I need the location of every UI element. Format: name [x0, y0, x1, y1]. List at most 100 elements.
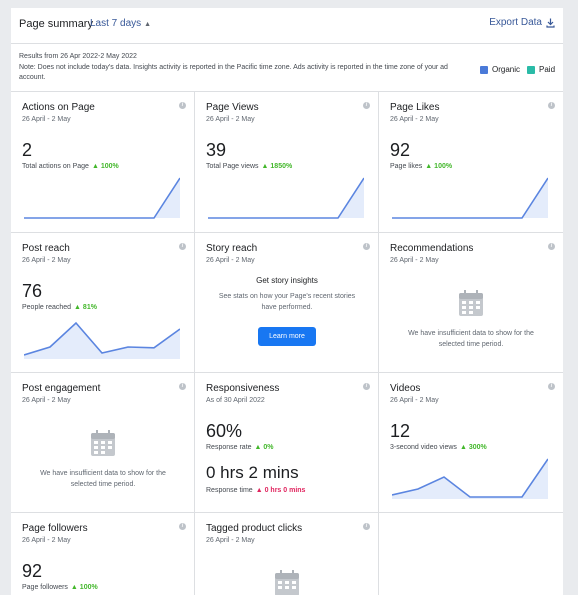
card-subtitle: People reached ▲︎ 81% — [22, 304, 97, 311]
info-icon[interactable]: i — [179, 243, 186, 250]
change-up-indicator: ▲︎ 81% — [74, 304, 97, 311]
card-responsiveness[interactable]: Responsiveness i As of 30 April 2022 60%… — [195, 373, 379, 513]
info-icon[interactable]: i — [179, 102, 186, 109]
info-icon[interactable]: i — [179, 523, 186, 530]
card-title: Post reach — [22, 243, 70, 254]
sparkline-line — [392, 177, 548, 219]
card-value: 12 — [390, 421, 411, 441]
sub-label: Page followers — [22, 584, 68, 591]
response-rate-subtitle: Response rate ▲︎ 0% — [206, 444, 274, 451]
change-value: 0% — [263, 444, 274, 451]
card-subtitle: 3-second video views ▲︎ 300% — [390, 444, 487, 451]
export-data-label: Export Data — [489, 17, 542, 28]
card-title: Page followers — [22, 523, 88, 534]
card-date: 26 April - 2 May — [390, 397, 439, 404]
change-up-indicator: ▲︎ 0 hrs 0 mins — [255, 487, 306, 494]
info-icon[interactable]: i — [363, 243, 370, 250]
info-icon[interactable]: i — [548, 243, 555, 250]
card-page-views[interactable]: Page Views i 26 April - 2 May 39 Total P… — [195, 92, 379, 233]
card-title: Page Likes — [390, 102, 440, 113]
sub-label: 3-second video views — [390, 444, 457, 451]
change-up-indicator: ▲︎ 100% — [70, 584, 98, 591]
sub-label: People reached — [22, 304, 72, 311]
legend-organic-label: Organic — [492, 65, 521, 74]
sparkline-area — [24, 323, 180, 359]
info-icon[interactable]: i — [363, 102, 370, 109]
card-post-reach[interactable]: Post reach i 26 April - 2 May 76 People … — [11, 233, 195, 373]
card-subtitle: Total actions on Page ▲︎ 100% — [22, 163, 119, 170]
card-post-engagement[interactable]: Post engagement i 26 April - 2 May We ha… — [11, 373, 195, 513]
date-range-dropdown[interactable]: Last 7 days ▲︎ — [90, 18, 151, 29]
sparkline-area — [208, 178, 364, 218]
export-data-button[interactable]: Export Data — [489, 17, 555, 28]
calendar-icon — [275, 570, 299, 595]
card-date: 26 April - 2 May — [390, 116, 439, 123]
sub-label: Response time — [206, 487, 253, 494]
card-subtitle: Total Page views ▲︎ 1850% — [206, 163, 292, 170]
calendar-icon — [91, 430, 115, 456]
card-date: 26 April - 2 May — [22, 257, 71, 264]
sparkline-area — [392, 459, 548, 499]
info-icon[interactable]: i — [179, 383, 186, 390]
card-value: 39 — [206, 140, 227, 160]
change-value: 81% — [82, 304, 97, 311]
sparkline-chart — [24, 321, 180, 359]
change-value: 100% — [79, 584, 98, 591]
date-range-label: Last 7 days — [90, 18, 142, 29]
info-icon[interactable]: i — [548, 383, 555, 390]
sub-label: Page likes — [390, 163, 423, 170]
card-subtitle: Page followers ▲︎ 100% — [22, 584, 98, 591]
insufficient-data-text: We have insufficient data to show for th… — [408, 330, 534, 348]
info-icon[interactable]: i — [363, 383, 370, 390]
info-icon[interactable]: i — [363, 523, 370, 530]
card-date: 26 April - 2 May — [206, 257, 255, 264]
empty-state: We have insufficient data to show for th… — [379, 328, 563, 350]
calendar-icon — [459, 290, 483, 316]
empty-state: We have insufficient data to show for th… — [11, 468, 194, 490]
response-time-subtitle: Response time ▲︎ 0 hrs 0 mins — [206, 487, 305, 494]
sparkline-area — [392, 178, 548, 218]
info-icon[interactable]: i — [548, 102, 555, 109]
card-title: Story reach — [206, 243, 258, 254]
change-up-indicator: ▲︎ 1850% — [261, 163, 293, 170]
sparkline-line — [208, 177, 364, 219]
change-value: 0 hrs 0 mins — [264, 487, 306, 494]
change-value: 100% — [434, 163, 453, 170]
card-title: Post engagement — [22, 383, 101, 394]
card-title: Videos — [390, 383, 421, 394]
card-value: 92 — [22, 561, 43, 581]
response-rate-value: 60% — [206, 421, 243, 441]
card-title: Tagged product clicks — [206, 523, 303, 534]
change-value: 100% — [100, 163, 119, 170]
card-tagged-product-clicks[interactable]: Tagged product clicks i 26 April - 2 May — [195, 513, 379, 595]
card-value: 76 — [22, 281, 43, 301]
card-page-followers[interactable]: Page followers i 26 April - 2 May 92 Pag… — [11, 513, 195, 595]
card-subtitle: Page likes ▲︎ 100% — [390, 163, 452, 170]
sparkline-line — [24, 177, 180, 219]
legend-paid: Paid — [527, 65, 555, 74]
change-up-indicator: ▲︎ 300% — [459, 444, 487, 451]
response-time-value: 0 hrs 2 mins — [206, 463, 299, 482]
card-value: 2 — [22, 140, 33, 160]
results-note: Results from 26 Apr 2022-2 May 2022 Note… — [11, 44, 563, 92]
sparkline-line — [24, 321, 180, 356]
sub-label: Total Page views — [206, 163, 259, 170]
card-actions-on-page[interactable]: Actions on Page i 26 April - 2 May 2 Tot… — [11, 92, 195, 233]
card-recommendations[interactable]: Recommendations i 26 April - 2 May We ha… — [379, 233, 563, 373]
card-value: 92 — [390, 140, 411, 160]
card-date: 26 April - 2 May — [206, 116, 255, 123]
paid-swatch — [527, 65, 535, 74]
sub-label: Total actions on Page — [22, 163, 89, 170]
card-title: Actions on Page — [22, 102, 95, 113]
card-videos[interactable]: Videos i 26 April - 2 May 12 3-second vi… — [379, 373, 563, 513]
legend-organic: Organic — [480, 65, 520, 74]
change-up-indicator: ▲︎ 100% — [425, 163, 453, 170]
card-story-reach[interactable]: Story reach i 26 April - 2 May Get story… — [195, 233, 379, 373]
card-title: Responsiveness — [206, 383, 280, 394]
card-page-likes[interactable]: Page Likes i 26 April - 2 May 92 Page li… — [379, 92, 563, 233]
sparkline-chart — [392, 458, 548, 499]
page-title: Page summary — [19, 18, 93, 30]
insufficient-data-text: We have insufficient data to show for th… — [40, 470, 166, 488]
timezone-note-text: Note: Does not include today's data. Ins… — [19, 64, 448, 81]
learn-more-button[interactable]: Learn more — [258, 327, 316, 346]
